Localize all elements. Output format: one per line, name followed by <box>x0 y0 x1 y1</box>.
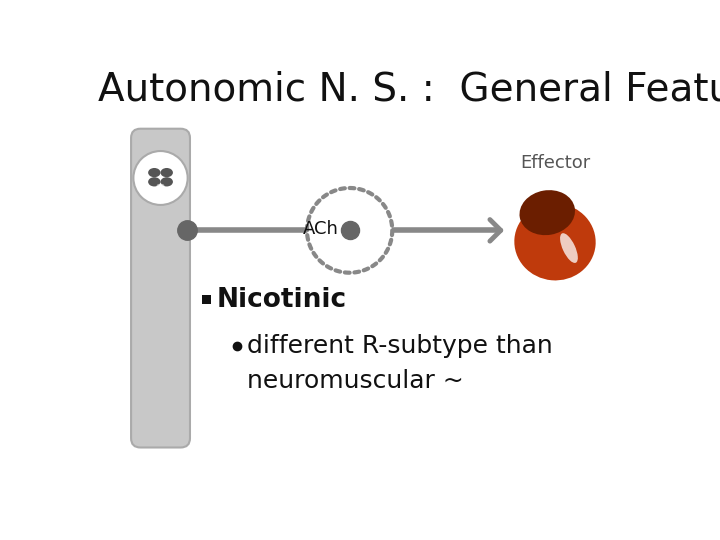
Text: ACh: ACh <box>303 220 339 238</box>
Ellipse shape <box>161 177 173 186</box>
Ellipse shape <box>560 233 578 263</box>
FancyBboxPatch shape <box>131 129 190 448</box>
Text: Effector: Effector <box>520 154 590 172</box>
Text: Autonomic N. S. :  General Features: Autonomic N. S. : General Features <box>98 71 720 109</box>
Ellipse shape <box>161 168 173 177</box>
Circle shape <box>133 151 188 205</box>
Ellipse shape <box>157 184 164 187</box>
Text: neuromuscular ~: neuromuscular ~ <box>246 368 463 393</box>
Text: different R-subtype than: different R-subtype than <box>246 334 552 358</box>
Text: Nicotinic: Nicotinic <box>217 287 347 313</box>
Ellipse shape <box>520 190 575 235</box>
Ellipse shape <box>514 204 595 280</box>
Bar <box>202 295 211 304</box>
Ellipse shape <box>148 168 161 177</box>
Ellipse shape <box>148 177 161 186</box>
